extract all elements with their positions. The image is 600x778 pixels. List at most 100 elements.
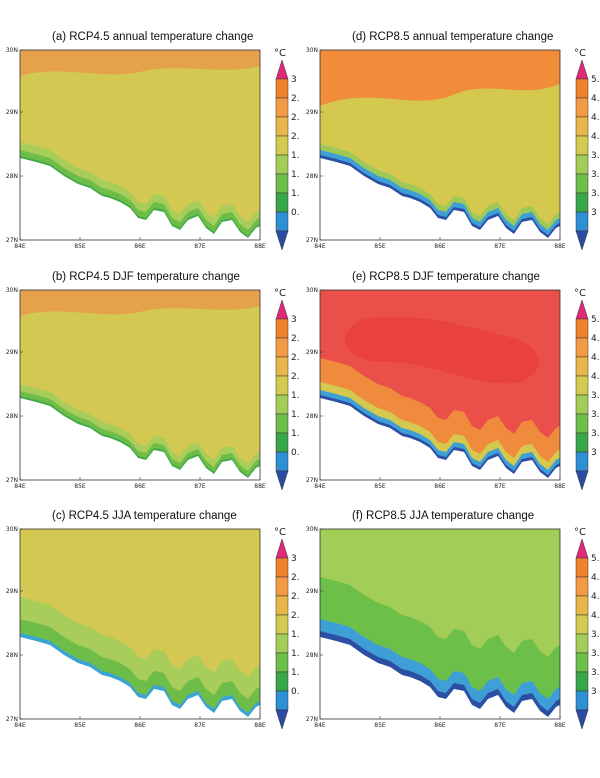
colorbar-segment (275, 173, 289, 194)
panel-title: (e) RCP8.5 DJF temperature change (352, 271, 540, 283)
x-tick-label: 86E (434, 243, 446, 250)
colorbar-segment (275, 337, 289, 358)
colorbar-label: 4.5 (591, 113, 600, 123)
colorbar-label: 3.6 (591, 649, 600, 659)
colorbar-label: 2.4 (291, 113, 300, 123)
colorbar-arrow-top (275, 299, 289, 320)
colorbar-label: 3 (591, 448, 597, 458)
field-band (20, 619, 260, 717)
colorbar-segment (275, 690, 289, 711)
colorbar-label: 1.2 (291, 429, 300, 439)
colorbar-arrow-bottom (275, 230, 289, 251)
no-data-region (320, 398, 560, 480)
colorbar-label: 1.5 (291, 649, 300, 659)
x-tick-label: 88E (254, 483, 266, 490)
colorbar-label: 1.8 (291, 630, 300, 640)
colorbar-segment (575, 337, 589, 358)
colorbar-segment (275, 652, 289, 673)
colorbar-unit: °C (274, 48, 286, 59)
colorbar-label: 3.9 (591, 151, 600, 161)
colorbar-label: 4.8 (591, 334, 600, 344)
map-figure: 84E 85E 86E 87E 88E 30N 29N 28N 27N 5.1 4.8 4.5 4.2 3… (306, 526, 600, 730)
x-tick-label: 88E (254, 722, 266, 729)
y-tick-label: 28N (6, 413, 18, 420)
colorbar: 5.1 4.8 4.5 4.2 3.9 3.6 3.3 3 °C (574, 288, 600, 491)
colorbar-label: 4.8 (591, 94, 600, 104)
y-tick-label: 27N (306, 716, 318, 723)
colorbar-label: 3 (291, 315, 297, 325)
y-tick-label: 29N (6, 109, 18, 116)
panel-title: (d) RCP8.5 annual temperature change (352, 31, 554, 43)
colorbar-segment (275, 318, 289, 339)
map-area: 84E 85E 86E 87E 88E 30N 29N 28N 27N (306, 526, 566, 729)
y-tick-label: 27N (306, 237, 318, 244)
colorbar-label: 1.2 (291, 189, 300, 199)
x-tick-label: 87E (494, 483, 506, 490)
map-panel-e: (e) RCP8.5 DJF temperature change 84E 85E… (300, 268, 600, 518)
field-band (20, 633, 260, 717)
x-tick-label: 88E (254, 243, 266, 250)
colorbar-label: 4.5 (591, 353, 600, 363)
colorbar-label: 0.9 (291, 448, 300, 458)
y-tick-label: 28N (306, 413, 318, 420)
map-area: 84E 85E 86E 87E 88E 30N 29N 28N 27N (6, 287, 266, 490)
y-tick-label: 28N (306, 652, 318, 659)
colorbar-label: 2.4 (291, 353, 300, 363)
no-data-region (320, 158, 560, 240)
colorbar-segment (575, 375, 589, 396)
y-tick-label: 27N (6, 716, 18, 723)
colorbar-segment (275, 394, 289, 415)
colorbar-label: 3 (291, 554, 297, 564)
field-band (320, 631, 560, 717)
colorbar-label: 2.1 (291, 611, 300, 621)
map-panel-c: (c) RCP4.5 JJA temperature change 84E 85E… (0, 507, 300, 757)
colorbar-arrow-top (575, 299, 589, 320)
colorbar-label: 3.3 (591, 429, 600, 439)
colorbar-segment (275, 413, 289, 434)
x-tick-label: 87E (194, 243, 206, 250)
x-tick-label: 87E (494, 243, 506, 250)
y-tick-label: 30N (6, 47, 18, 54)
colorbar-segment (575, 356, 589, 377)
y-tick-label: 27N (6, 237, 18, 244)
colorbar-arrow-top (575, 59, 589, 80)
x-tick-label: 86E (434, 483, 446, 490)
colorbar-unit: °C (574, 288, 586, 299)
x-tick-label: 85E (374, 722, 386, 729)
colorbar-label: 1.5 (291, 170, 300, 180)
colorbar-label: 2. (291, 573, 300, 583)
map-panel-a: (a) RCP4.5 annual temperature change 84E… (0, 28, 300, 278)
colorbar-label: 0.9 (291, 687, 300, 697)
colorbar-segment (575, 595, 589, 616)
colorbar-label: 2.1 (291, 132, 300, 142)
field-band (320, 395, 560, 478)
x-tick-label: 84E (314, 243, 326, 250)
colorbar-label: 3.3 (591, 189, 600, 199)
colorbar-label: 3 (591, 687, 597, 697)
map-panel-d: (d) RCP8.5 annual temperature change 84E… (300, 28, 600, 278)
colorbar-segment (575, 451, 589, 472)
x-tick-label: 84E (314, 483, 326, 490)
colorbar-segment (275, 211, 289, 232)
colorbar-label: 2. (291, 94, 300, 104)
field-band (20, 396, 260, 478)
no-data-region (20, 398, 260, 480)
colorbar-segment (575, 318, 589, 339)
y-tick-label: 29N (6, 588, 18, 595)
colorbar-segment (275, 633, 289, 654)
field-band (20, 391, 260, 478)
panel-title: (f) RCP8.5 JJA temperature change (352, 510, 535, 522)
field-band (20, 156, 260, 238)
colorbar-segment (575, 154, 589, 175)
colorbar-segment (275, 154, 289, 175)
x-tick-label: 85E (74, 483, 86, 490)
colorbar-segment (575, 576, 589, 597)
x-tick-label: 85E (374, 243, 386, 250)
colorbar-label: 3.3 (591, 668, 600, 678)
colorbar: 5.1 4.8 4.5 4.2 3.9 3.6 3.3 3 °C (574, 527, 600, 730)
colorbar-label: 4.8 (591, 573, 600, 583)
colorbar-label: 2.4 (291, 592, 300, 602)
colorbar-label: 4.2 (591, 611, 600, 621)
colorbar-segment (575, 97, 589, 118)
colorbar-label: 3 (591, 208, 597, 218)
